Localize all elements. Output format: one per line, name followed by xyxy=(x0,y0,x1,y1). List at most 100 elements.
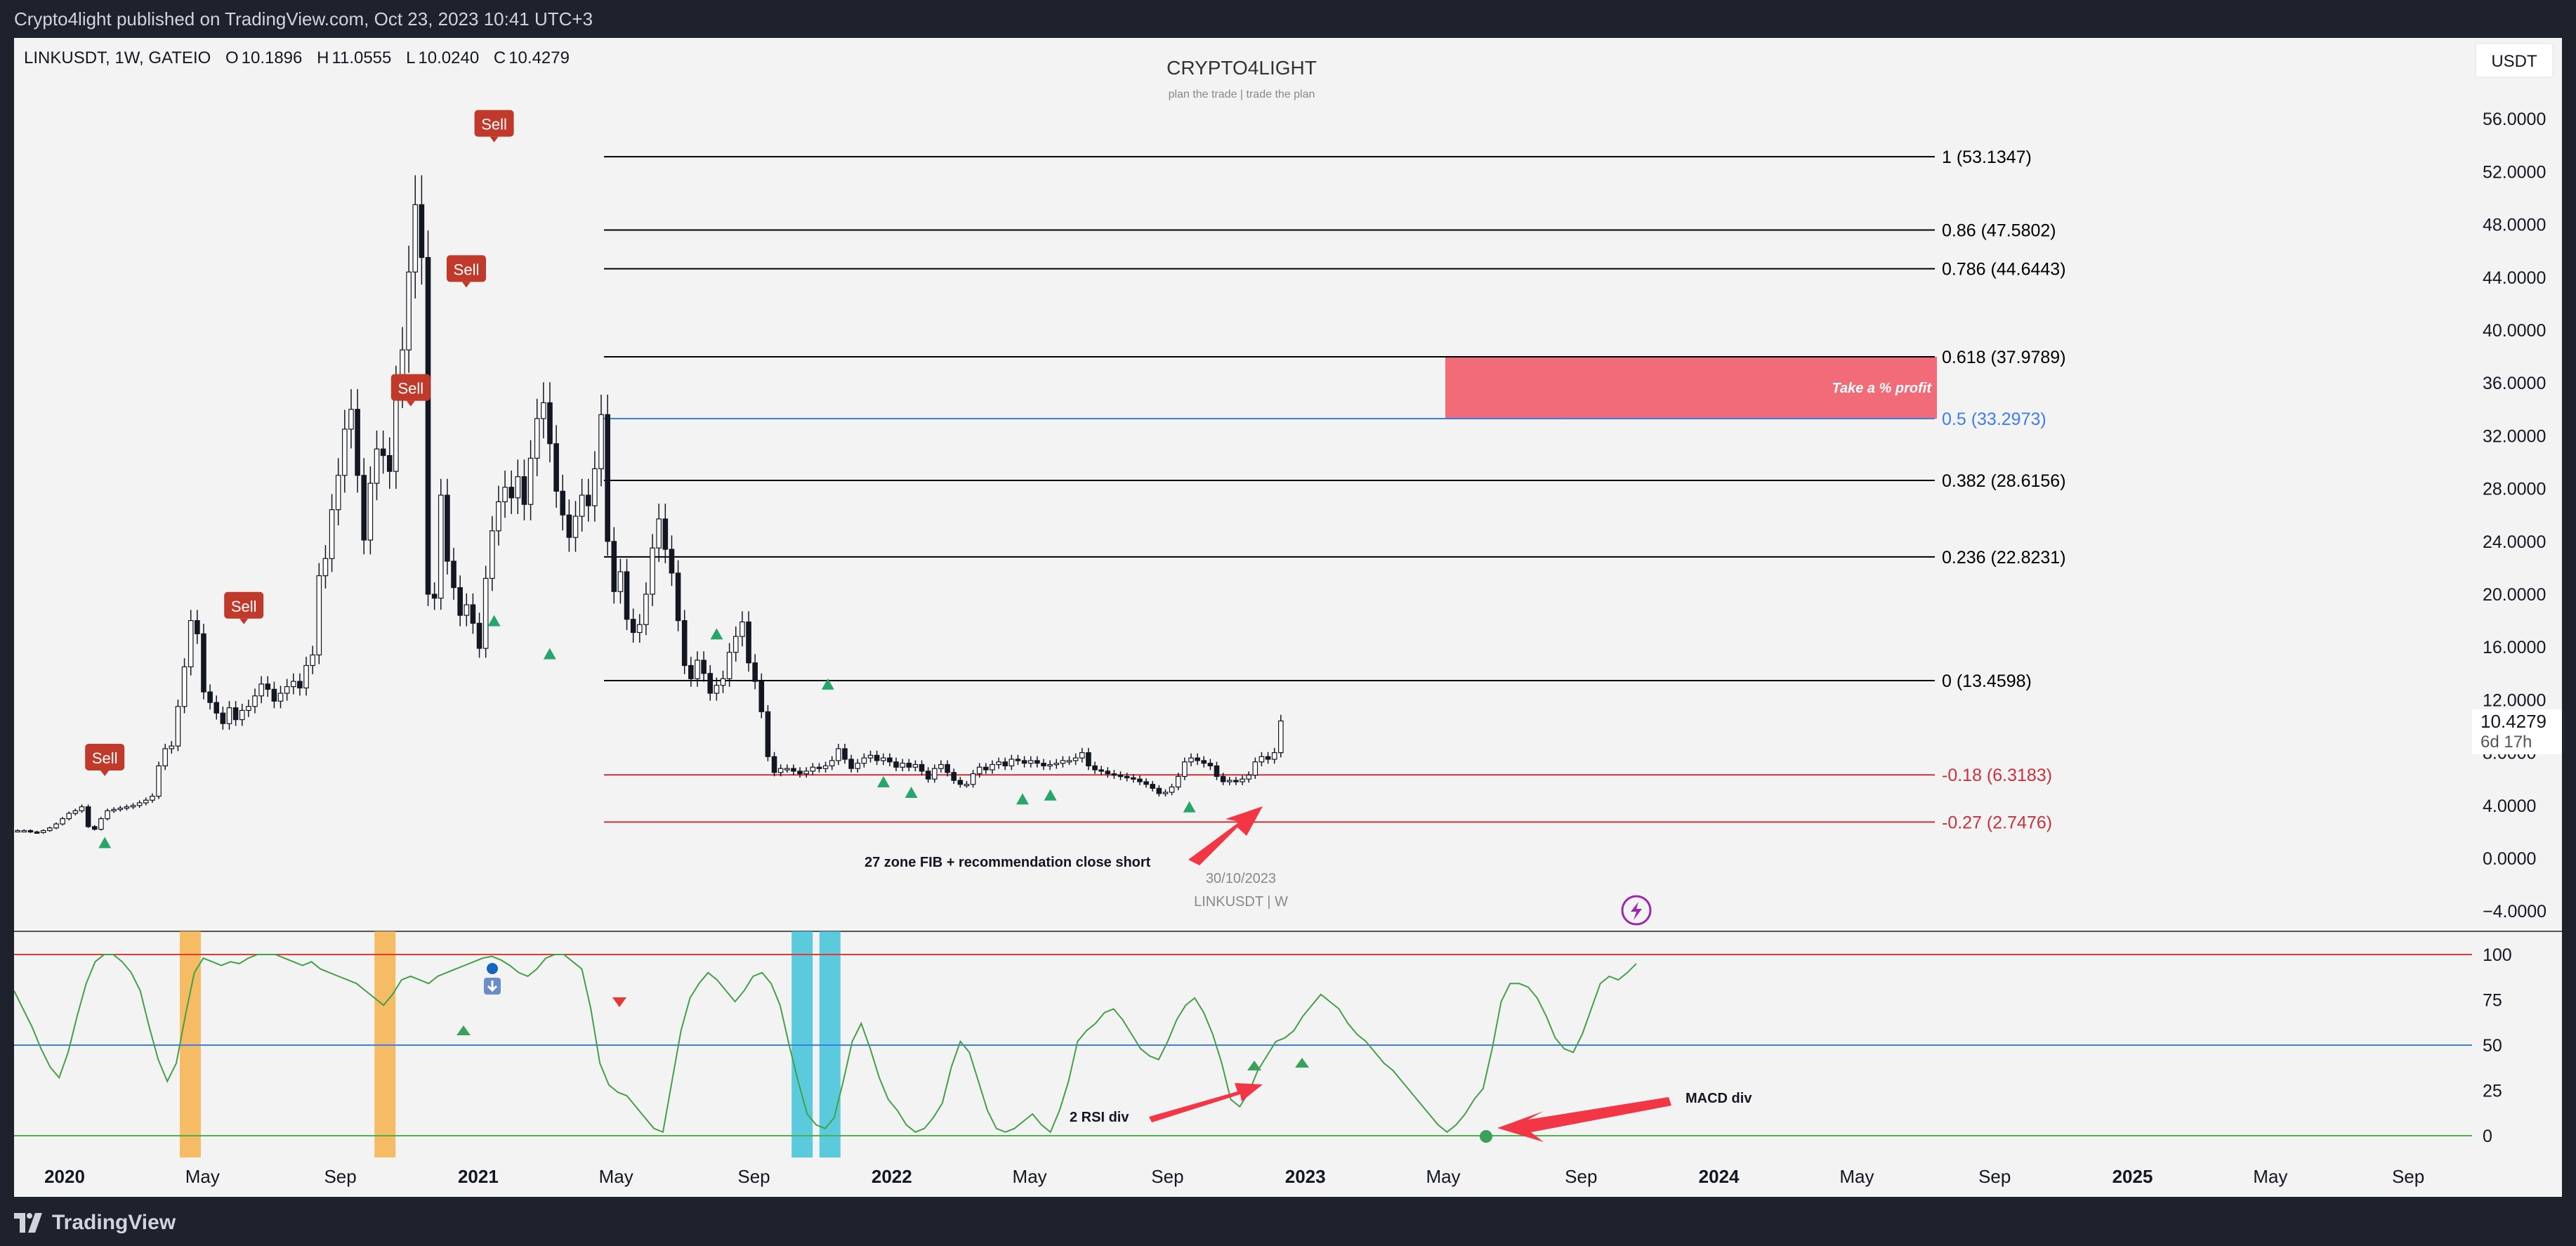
buy-signal xyxy=(487,615,501,627)
candle-body xyxy=(816,766,822,769)
osc-dot xyxy=(487,963,498,974)
publish-text: Crypto4light published on TradingView.co… xyxy=(14,8,593,29)
candle-body xyxy=(380,448,386,457)
candle-body xyxy=(534,418,540,459)
candle-body xyxy=(1137,778,1143,782)
candle-body xyxy=(136,802,143,806)
candle-body xyxy=(617,571,624,592)
time-axis[interactable]: 2020 May Sep 2021 May Sep 2022 May Sep 2023 May Sep… xyxy=(44,1166,2424,1187)
candle-body xyxy=(547,402,553,445)
symbol-legend: LINKUSDT, 1W, GATEIO O 10.1896 H 11.0555 L… xyxy=(24,48,570,67)
sell-signal-label: Sell xyxy=(397,380,423,398)
candle-body xyxy=(425,257,431,595)
last-price: 10.4279 xyxy=(2480,711,2547,732)
price-tick: 36.0000 xyxy=(2483,374,2546,393)
fib-level-label: 0.382 (28.6156) xyxy=(1942,471,2066,491)
price-tick: 52.0000 xyxy=(2483,162,2546,182)
candle-body xyxy=(585,494,591,506)
macd-arrow[interactable] xyxy=(1497,1097,1671,1142)
candle-body xyxy=(1072,757,1079,761)
ohlc-close: 10.4279 xyxy=(508,48,570,67)
candle-body xyxy=(1041,763,1046,767)
chart-canvas[interactable]: LINKUSDT, 1W, GATEIO O 10.1896 H 11.0555 L… xyxy=(14,38,2562,1197)
candle-body xyxy=(797,770,803,775)
candle-body xyxy=(1182,761,1188,778)
fib-note: 27 zone FIB + recommendation close short xyxy=(865,855,1151,870)
candle-body xyxy=(842,748,848,760)
candle-body xyxy=(726,652,732,679)
osc-axis[interactable]: 100 75 50 25 0 xyxy=(2483,945,2512,1146)
osc-levels xyxy=(14,954,2472,1136)
candle-body xyxy=(861,757,867,764)
bar-countdown: 6d 17h xyxy=(2480,733,2532,752)
lightning-icon[interactable] xyxy=(1621,895,1652,926)
candle-body xyxy=(361,475,367,541)
candle-body xyxy=(656,518,662,549)
candle-body xyxy=(1047,763,1053,767)
candle-body xyxy=(1240,778,1245,782)
buy-signal xyxy=(543,648,556,660)
candle-body xyxy=(329,509,335,559)
time-tick: 2021 xyxy=(458,1166,499,1187)
price-tick: 16.0000 xyxy=(2483,638,2546,657)
candle-body xyxy=(34,831,40,834)
candle-body xyxy=(72,810,79,814)
price-axis[interactable]: 56.0000 52.0000 48.0000 44.0000 40.0000 36.00… xyxy=(2483,110,2547,922)
candle-body xyxy=(1162,792,1169,794)
candle-body xyxy=(777,768,784,773)
time-tick: 2024 xyxy=(1699,1166,1740,1187)
profit-zone-rect[interactable] xyxy=(1445,356,1937,419)
candle-body xyxy=(1195,757,1200,761)
candle-body xyxy=(181,666,188,707)
candle-body xyxy=(1053,763,1060,766)
fib-note-arrow[interactable] xyxy=(1188,806,1263,865)
candle-body xyxy=(284,686,290,694)
fib-level-label: 0.618 (37.9789) xyxy=(1942,348,2066,367)
fib-level-label: 0.236 (22.8231) xyxy=(1942,548,2066,568)
candle-body xyxy=(996,761,1001,766)
candle-body xyxy=(707,673,714,694)
candle-body xyxy=(482,577,489,649)
fib-level-label: -0.18 (6.3183) xyxy=(1942,766,2052,785)
candle-body xyxy=(938,763,944,769)
watermark: LINKUSDT | W xyxy=(1194,894,1288,910)
candle-body xyxy=(732,636,739,653)
candle-body xyxy=(572,516,579,538)
candle-body xyxy=(220,712,226,724)
time-tick: 2022 xyxy=(872,1166,912,1187)
candle-body xyxy=(912,763,919,768)
time-tick: Sep xyxy=(1151,1166,1183,1187)
signals: Sell Sell Sell Sell Sell xyxy=(85,110,1196,848)
buy-signal xyxy=(1044,789,1057,801)
fib-retracement[interactable]: 1 (53.1347) 0.86 (47.5802) 0.786 (44.6443)… xyxy=(604,147,2066,832)
candle-body xyxy=(701,660,707,674)
chart-frame[interactable]: LINKUSDT, 1W, GATEIO O 10.1896 H 11.0555 L… xyxy=(14,38,2562,1197)
currency-badge[interactable] xyxy=(2475,43,2554,78)
candle-body xyxy=(650,547,655,595)
osc-tick: 75 xyxy=(2483,991,2502,1011)
buy-signal xyxy=(821,678,834,690)
candle-body xyxy=(367,483,374,541)
candle-body xyxy=(195,619,200,634)
candle-body xyxy=(374,448,380,484)
time-tick: Sep xyxy=(737,1166,770,1187)
candle-body xyxy=(1252,761,1259,776)
candle-body xyxy=(188,619,194,667)
rsi-arrow[interactable] xyxy=(1149,1083,1263,1122)
profit-zone[interactable]: Take a % profit xyxy=(1445,356,1937,419)
candle-body xyxy=(489,530,495,579)
candle-body xyxy=(342,428,348,476)
osc-down-marker xyxy=(612,997,626,1007)
candle-body xyxy=(931,768,938,780)
candle-body xyxy=(1008,759,1015,766)
candle-body xyxy=(156,765,162,797)
tradingview-logo[interactable]: TradingView xyxy=(14,1211,176,1235)
candle-body xyxy=(508,487,515,499)
candle-body xyxy=(297,681,303,689)
time-tick: Sep xyxy=(1978,1166,2011,1187)
candle-body xyxy=(611,541,617,592)
ohlc-high: 11.0555 xyxy=(331,48,391,67)
time-tick: 2023 xyxy=(1285,1166,1326,1187)
candle-body xyxy=(1021,760,1027,764)
osc-line xyxy=(14,954,1637,1134)
